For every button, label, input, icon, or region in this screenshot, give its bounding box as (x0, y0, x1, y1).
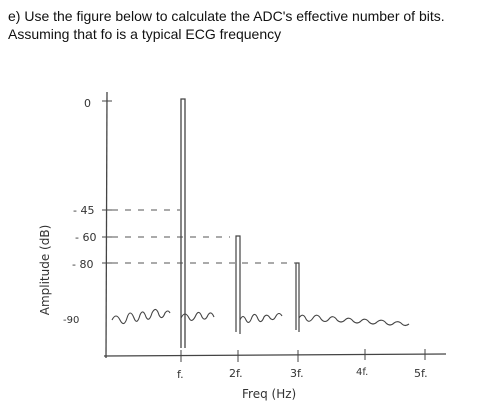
y-tick-label-45: - 45 (73, 204, 94, 217)
x-axis (103, 353, 447, 357)
x-tick-label-5f0: 5f. (414, 367, 428, 380)
x-axis-label: Freq (Hz) (242, 387, 296, 401)
y-axis (105, 91, 108, 359)
spectral-line-f0 (180, 98, 186, 348)
x-tick-label-f0: f. (177, 368, 184, 381)
spectral-line-3f0 (295, 262, 300, 332)
question-line-1: e) Use the figure below to calculate the… (8, 8, 445, 24)
y-tick-label-80: - 80 (72, 258, 93, 271)
question-line-2: Assuming that fo is a typical ECG freque… (8, 26, 282, 42)
y-tick-label-90: -90 (63, 315, 79, 326)
y-axis-label: Amplitude (dB) (38, 225, 52, 316)
y-tick-label-60: - 60 (75, 231, 96, 244)
x-tick-label-4f0: 4f. (356, 367, 368, 378)
x-tick-label-2f0: 2f. (229, 367, 243, 380)
x-tick-label-3f0: 3f. (290, 367, 304, 380)
y-tick-label-0: 0 (84, 97, 91, 110)
spectral-line-2f0 (235, 235, 241, 334)
noise-floor (111, 308, 410, 327)
question-text: e) Use the figure below to calculate the… (8, 7, 478, 43)
